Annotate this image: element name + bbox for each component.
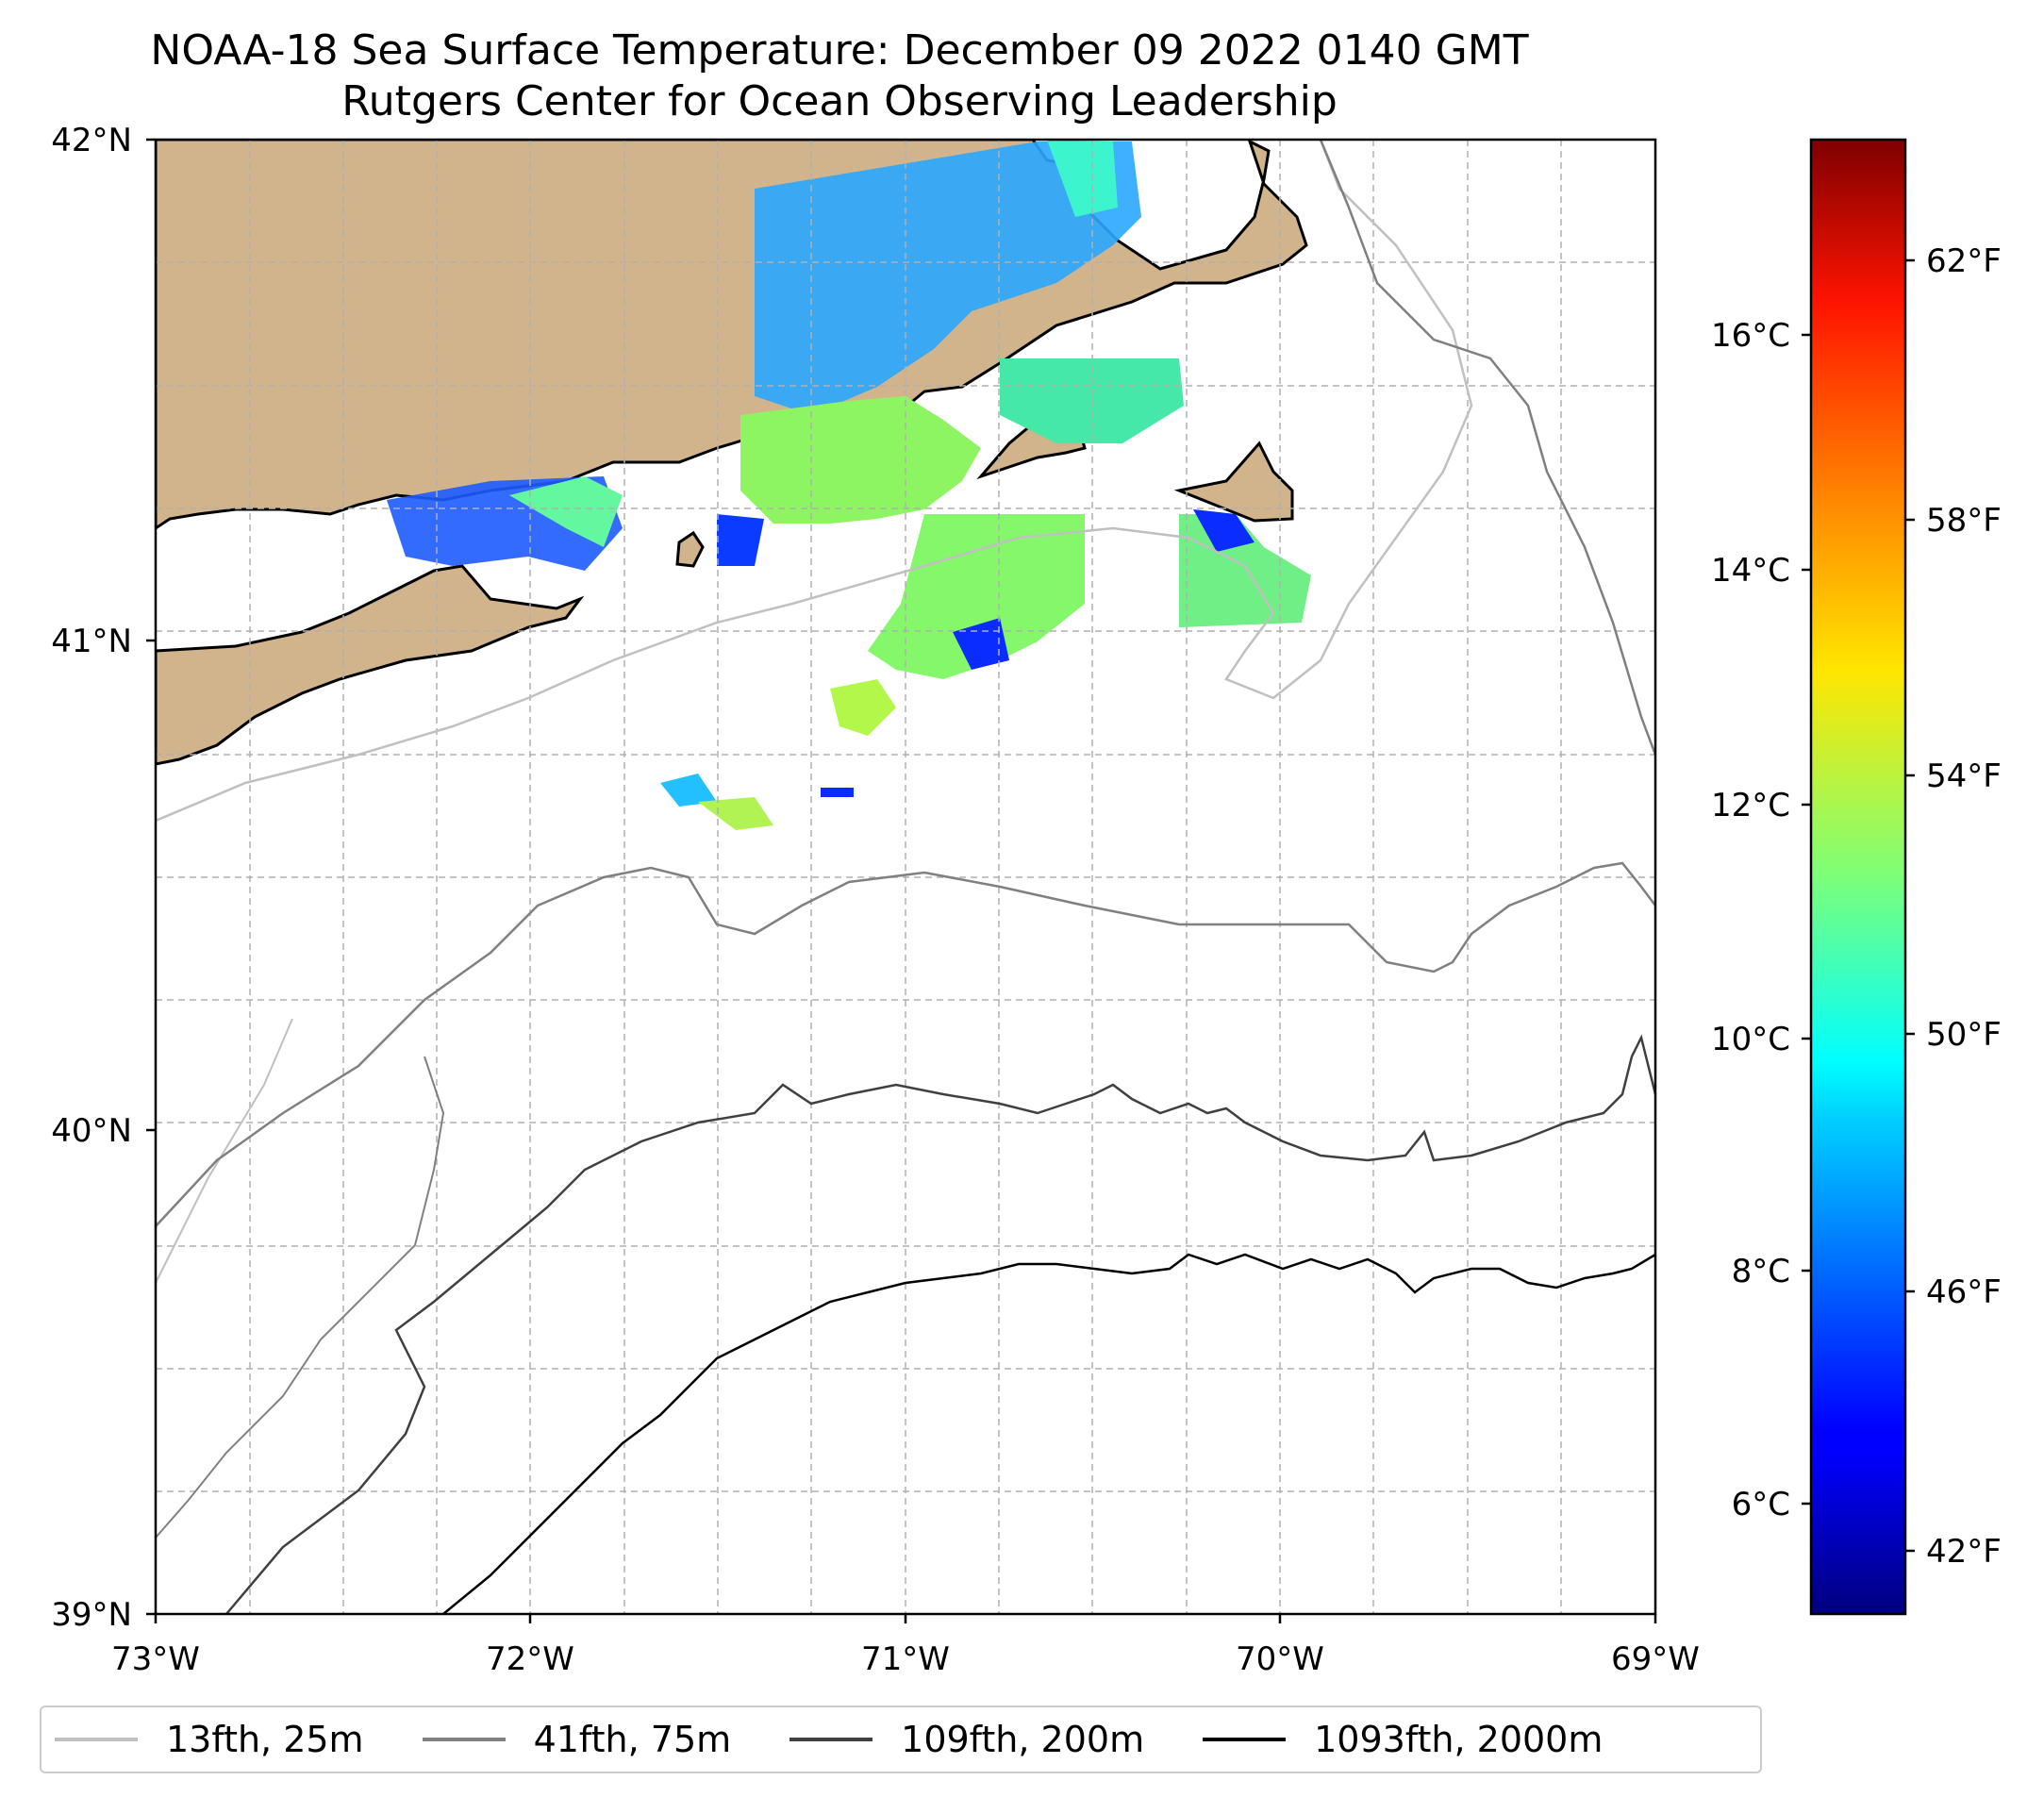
colorbar	[1809, 138, 1907, 1616]
legend-line-icon	[55, 1738, 138, 1741]
legend-label: 1093fth, 2000m	[1314, 1719, 1604, 1760]
fahrenheit-tick-label: 58°F	[1926, 502, 2002, 540]
fahrenheit-tick-label: 50°F	[1926, 1016, 2002, 1054]
fahrenheit-tick-label: 42°F	[1926, 1533, 2002, 1571]
celsius-tick-label: 10°C	[1711, 1021, 1790, 1058]
legend-label: 109fth, 200m	[901, 1719, 1145, 1760]
sst-map: 42°N 41°N 40°N 39°N 73°W 72°W 71°W 70°W …	[51, 122, 2002, 1678]
celsius-tick-label: 16°C	[1711, 317, 1790, 355]
gridlines	[156, 140, 1655, 1614]
axis-ticks	[146, 138, 1657, 1623]
lon-tick-label: 71°W	[861, 1640, 950, 1678]
land-block-island	[675, 530, 705, 568]
bathymetry-contours	[156, 140, 1655, 1614]
legend-label: 13fth, 25m	[166, 1719, 364, 1760]
sst-data	[387, 140, 1311, 830]
legend-item-25m: 13fth, 25m	[55, 1719, 364, 1760]
colorbar-fahrenheit-labels: 62°F 58°F 54°F 50°F 46°F 42°F	[1926, 242, 2002, 1571]
lon-tick-label: 73°W	[111, 1640, 200, 1678]
lon-tick-label: 69°W	[1611, 1640, 1700, 1678]
celsius-tick-label: 12°C	[1711, 787, 1790, 824]
legend-line-icon	[1203, 1738, 1287, 1741]
contour-legend: 13fth, 25m 41fth, 75m 109fth, 200m 1093f…	[40, 1705, 1762, 1773]
legend-item-75m: 41fth, 75m	[422, 1719, 732, 1760]
legend-label: 41fth, 75m	[533, 1719, 732, 1760]
lat-tick-label: 40°N	[51, 1112, 132, 1150]
fahrenheit-tick-label: 46°F	[1926, 1273, 2002, 1311]
lon-tick-label: 70°W	[1236, 1640, 1324, 1678]
lon-tick-labels: 73°W 72°W 71°W 70°W 69°W	[111, 1640, 1700, 1678]
fahrenheit-tick-label: 62°F	[1926, 242, 2002, 280]
lat-tick-label: 42°N	[51, 122, 132, 159]
colorbar-celsius-labels: 16°C 14°C 12°C 10°C 8°C 6°C	[1711, 317, 1790, 1523]
lat-tick-label: 41°N	[51, 623, 132, 660]
fahrenheit-tick-label: 54°F	[1926, 757, 2002, 795]
lon-tick-label: 72°W	[486, 1640, 574, 1678]
chart-title: NOAA-18 Sea Surface Temperature: Decembe…	[150, 26, 1529, 75]
legend-item-200m: 109fth, 200m	[789, 1719, 1144, 1760]
lat-tick-label: 39°N	[51, 1596, 132, 1634]
legend-line-icon	[422, 1738, 506, 1741]
celsius-tick-label: 8°C	[1732, 1253, 1790, 1290]
colorbar-ticks	[1802, 258, 1915, 1553]
land-nantucket	[1173, 441, 1294, 523]
chart-subtitle: Rutgers Center for Ocean Observing Leade…	[341, 77, 1338, 125]
celsius-tick-label: 6°C	[1732, 1486, 1790, 1523]
celsius-tick-label: 14°C	[1711, 552, 1790, 590]
legend-line-icon	[789, 1738, 873, 1741]
lat-tick-labels: 42°N 41°N 40°N 39°N	[51, 122, 132, 1634]
land-long-island	[156, 564, 585, 766]
legend-item-2000m: 1093fth, 2000m	[1203, 1719, 1603, 1760]
